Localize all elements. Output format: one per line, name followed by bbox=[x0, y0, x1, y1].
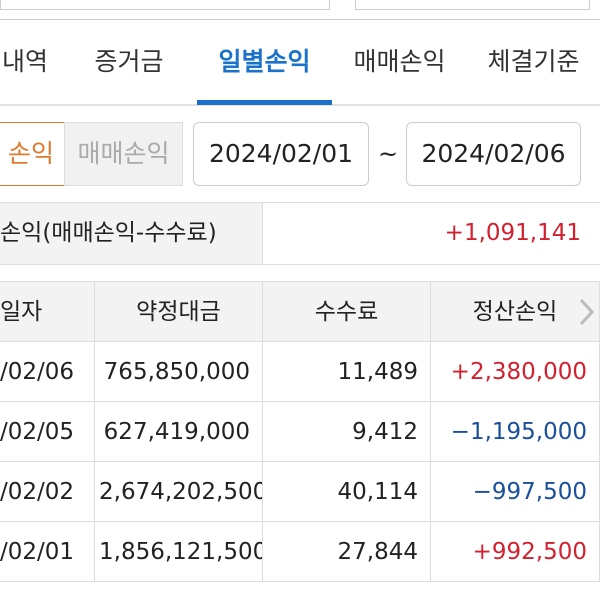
table-cell: −1,195,000 bbox=[431, 402, 600, 462]
top-strip bbox=[0, 0, 600, 20]
table-cell: 40,114 bbox=[263, 462, 431, 522]
table-cell: /02/01 bbox=[0, 522, 95, 582]
tab-underline bbox=[197, 100, 332, 105]
date-separator: ~ bbox=[377, 140, 399, 168]
header-cell: 수수료 bbox=[263, 282, 431, 342]
table-cell: 2,674,202,500 bbox=[95, 462, 263, 522]
summary-label: 손익(매매손익-수수료) bbox=[0, 203, 263, 264]
date-input[interactable]: 2024/02/06 bbox=[406, 122, 581, 186]
table-cell: 9,412 bbox=[263, 402, 431, 462]
tab[interactable]: 체결기준 bbox=[487, 47, 580, 76]
table-cell: −997,500 bbox=[431, 462, 600, 522]
table-header: 일자 약정대금 수수료 정산손익 bbox=[0, 282, 600, 342]
date-input[interactable]: 2024/02/01 bbox=[193, 122, 369, 186]
summary-value: +1,091,141 bbox=[444, 220, 581, 246]
tab[interactable]: 매매손익 bbox=[353, 47, 446, 76]
scroll-arrow[interactable] bbox=[576, 297, 596, 327]
tab[interactable]: 내역 bbox=[1, 47, 48, 76]
table-cell: /02/05 bbox=[0, 402, 95, 462]
header-cell: 정산손익 bbox=[431, 282, 600, 342]
table-cell: /02/02 bbox=[0, 462, 95, 522]
tab-bar: 내역 증거금 일별손익 매매손익 체결기준 bbox=[0, 0, 600, 106]
header-cell: 약정대금 bbox=[95, 282, 263, 342]
table-cell: /02/06 bbox=[0, 342, 95, 402]
table-cell: 1,856,121,500 bbox=[95, 522, 263, 582]
table-cell: +2,380,000 bbox=[431, 342, 600, 402]
toggle-button[interactable]: 매매손익 bbox=[64, 122, 183, 186]
table-cell: 765,850,000 bbox=[95, 342, 263, 402]
table-cell: 11,489 bbox=[263, 342, 431, 402]
input-edge bbox=[355, 0, 590, 10]
header-cell: 일자 bbox=[0, 282, 95, 342]
table-cell: +992,500 bbox=[431, 522, 600, 582]
tab[interactable]: 증거금 bbox=[94, 47, 164, 76]
table-cell: 27,844 bbox=[263, 522, 431, 582]
input-edge bbox=[0, 0, 330, 10]
summary-row: 손익(매매손익-수수료) +1,091,141 bbox=[0, 202, 600, 265]
table-cell: 627,419,000 bbox=[95, 402, 263, 462]
toggle-button[interactable]: 손익 bbox=[0, 122, 65, 186]
profit-table: 일자 약정대금 수수료 정산손익/02/06 765,850,000 11,489 +2,3… bbox=[0, 281, 600, 582]
chevron bbox=[579, 298, 595, 326]
tab[interactable]: 일별손익 bbox=[218, 47, 311, 76]
